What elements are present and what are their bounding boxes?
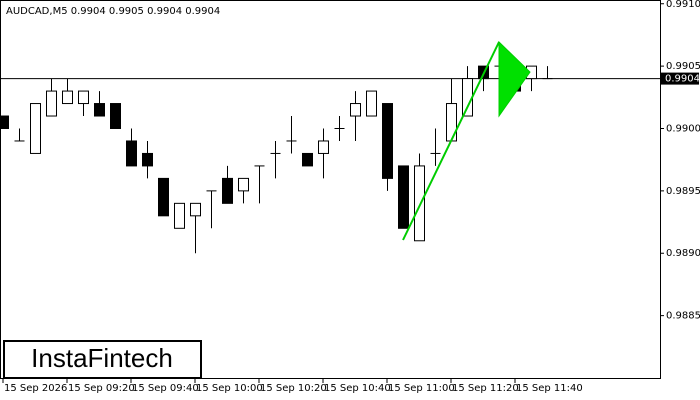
x-tick-label: 15 Sep 09:20 (68, 383, 135, 394)
x-tick-label: 15 Sep 11:20 (452, 383, 519, 394)
candle-body (126, 140, 137, 167)
y-tick-label: 0.9905 (666, 61, 700, 72)
candle-body (446, 103, 457, 142)
candle-body (94, 103, 105, 117)
candle-body (142, 152, 153, 167)
x-tick-label: 15 Sep 10:00 (196, 383, 263, 394)
candle-body (366, 90, 377, 117)
plot-area (0, 53, 660, 254)
candle-body (462, 78, 473, 117)
candle-body (190, 202, 201, 217)
brand-box (3, 340, 202, 379)
candle-body (0, 115, 9, 129)
candle-body (30, 103, 41, 154)
x-tick-label: 15 Sep 09:40 (132, 383, 199, 394)
x-tick-label: 15 Sep 10:20 (260, 383, 327, 394)
current-price-label: 0.9904 (665, 74, 700, 85)
y-tick-label: 0.9890 (666, 248, 700, 259)
y-tick-label: 0.9885 (666, 311, 700, 322)
candle-body (62, 90, 73, 105)
y-tick-label: 0.9900 (666, 123, 700, 134)
pattern-pole (402, 41, 500, 241)
x-tick-label: 15 Sep 11:40 (516, 383, 583, 394)
candle-body (398, 165, 409, 229)
candle-body (302, 152, 313, 167)
candle-body (414, 165, 425, 242)
chart-title: AUDCAD,M5 0.9904 0.9905 0.9904 0.9904 (6, 6, 220, 17)
pattern-flag (498, 40, 531, 118)
candle-body (382, 103, 393, 179)
y-tick-label: 0.9910 (666, 0, 700, 10)
candle-body (78, 90, 89, 105)
brand-logo: InstaFintech (31, 343, 173, 373)
candle-body (222, 177, 233, 204)
current-price-box (661, 72, 699, 85)
y-tick-label: 0.9895 (666, 186, 700, 197)
candle-body (174, 202, 185, 229)
candle-body (158, 177, 169, 217)
candle-body (110, 103, 121, 129)
x-tick-label: 15 Sep 11:00 (388, 383, 455, 394)
candle-body (350, 103, 361, 117)
plot-frame (0, 0, 661, 379)
x-tick-label: 15 Sep 2026 (4, 383, 67, 394)
candle-body (318, 140, 329, 154)
candle-body (238, 177, 249, 192)
x-tick-label: 15 Sep 10:40 (324, 383, 391, 394)
candle-body (46, 90, 57, 117)
